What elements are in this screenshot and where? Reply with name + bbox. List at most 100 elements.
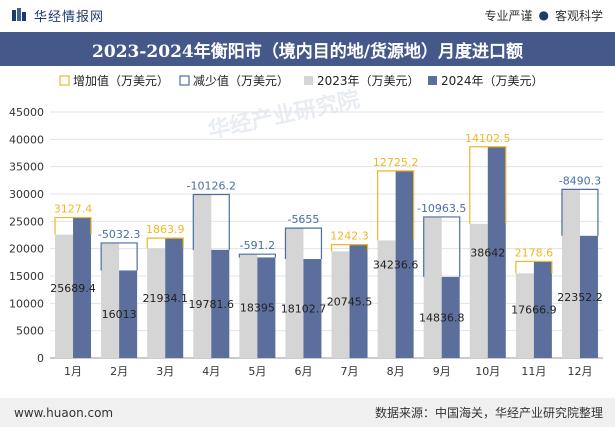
tag-professional: 专业严谨 [484, 8, 533, 23]
bar-2024 [257, 257, 276, 358]
x-tick-label: 10月 [475, 365, 500, 378]
value-label-2024: 20745.5 [327, 295, 373, 308]
footer-url[interactable]: www.huaon.com [14, 405, 114, 420]
header-tags: 专业严谨 ● 客观科学 [484, 7, 603, 24]
bar-2023 [55, 234, 74, 358]
bar-2023 [239, 254, 258, 358]
bar-2023 [377, 240, 396, 358]
increase-bracket [377, 170, 415, 241]
bar-2023 [515, 273, 534, 358]
change-value-label: -5655 [287, 213, 319, 226]
legend-label: 增加值（万美元） [73, 73, 169, 88]
bar-2023 [147, 248, 166, 358]
x-tick-label: 12月 [567, 365, 592, 378]
change-value-label: 14102.5 [465, 132, 511, 145]
decrease-bracket [100, 242, 138, 271]
x-tick-label: 8月 [387, 365, 405, 378]
bar-2023 [423, 216, 442, 358]
value-label-2024: 16013 [102, 308, 137, 321]
y-tick-label: 10000 [9, 297, 44, 310]
value-label-2024: 18102.7 [281, 303, 327, 316]
y-tick-label: 0 [37, 352, 44, 365]
decrease-bracket [238, 253, 276, 258]
decrease-bracket [284, 227, 323, 260]
legend-label: 2024年（万美元） [441, 74, 544, 88]
watermark-text: 华经产业研究院 [206, 86, 362, 143]
change-value-label: -591.2 [240, 239, 275, 252]
change-value-label: -10963.5 [417, 202, 466, 215]
x-tick-label: 1月 [64, 365, 82, 378]
y-tick-label: 15000 [9, 270, 44, 283]
bar-2024 [441, 276, 460, 358]
change-value-label: -10126.2 [187, 180, 236, 193]
x-tick-label: 7月 [341, 365, 359, 378]
chart-title-bar: 2023-2024年衡阳市（境内目的地/货源地）月度进口额 [0, 32, 615, 66]
legend-swatch [304, 76, 313, 85]
bar-2023 [561, 189, 580, 358]
change-value-label: 1242.3 [330, 230, 369, 243]
increase-bracket [515, 260, 553, 274]
value-label-2024: 18395 [240, 302, 275, 315]
x-tick-label: 11月 [521, 365, 546, 378]
y-tick-label: 20000 [9, 243, 44, 256]
bar-2024 [165, 238, 184, 358]
increase-bracket [54, 216, 92, 235]
bar-2024 [119, 270, 138, 358]
decrease-bracket [423, 216, 461, 277]
x-tick-label: 2月 [110, 365, 128, 378]
bar-2024 [303, 259, 322, 358]
bar-2023 [285, 228, 304, 358]
y-tick-label: 30000 [9, 188, 44, 201]
change-value-label: 2178.6 [515, 246, 554, 259]
bar-2024 [533, 261, 552, 358]
increase-bracket [146, 237, 184, 249]
increase-bracket [330, 243, 369, 252]
change-value-label: 1863.9 [146, 223, 185, 236]
data-source: 数据来源：中国海关，华经产业研究院整理 [374, 406, 603, 420]
tag-objective: 客观科学 [554, 8, 603, 23]
bar-2024 [487, 146, 506, 358]
value-label-2024: 34236.6 [373, 258, 419, 271]
value-label-2024: 19781.6 [189, 298, 235, 311]
bar-2023 [101, 242, 120, 358]
change-value-label: -5032.3 [98, 228, 140, 241]
y-tick-label: 45000 [9, 106, 44, 119]
value-label-2024: 25689.4 [50, 282, 96, 295]
change-value-label: -8490.3 [559, 174, 601, 187]
x-tick-label: 6月 [294, 365, 312, 378]
x-tick-label: 3月 [156, 365, 174, 378]
y-tick-label: 40000 [9, 133, 44, 146]
bar-2024 [73, 217, 92, 358]
legend-swatch [59, 75, 70, 86]
bar-2024 [579, 235, 598, 358]
bar-2024 [349, 244, 368, 358]
change-value-label: 3127.4 [54, 203, 93, 216]
increase-bracket [469, 146, 507, 224]
legend-label: 2023年（万美元） [317, 74, 420, 88]
decrease-bracket [561, 188, 599, 236]
bar-2023 [469, 223, 488, 358]
brand: 华经情报网 [12, 6, 104, 25]
chart-svg: 华经产业研究院 0 5000 10000 15000 20000 25000 30000 350… [9, 73, 603, 378]
value-label-2024: 38642 [470, 246, 505, 259]
y-tick-label: 25000 [9, 215, 44, 228]
chart-area: 华经产业研究院 0 5000 10000 15000 20000 25000 30000 350… [0, 68, 615, 398]
footer: www.huaon.com 数据来源：中国海关，华经产业研究院整理 [0, 398, 615, 427]
x-tick-label: 4月 [202, 365, 220, 378]
decrease-bracket [192, 193, 230, 250]
value-label-2024: 14836.8 [419, 311, 465, 324]
top-bar: 华经情报网 专业严谨 ● 客观科学 [0, 0, 615, 30]
legend-swatch [428, 76, 437, 85]
value-label-2024: 21934.1 [142, 292, 188, 305]
bar-2023 [331, 251, 350, 358]
bar-2023 [193, 194, 212, 358]
y-tick-label: 5000 [16, 325, 44, 338]
bar-2024 [395, 170, 414, 358]
x-tick-label: 9月 [433, 365, 451, 378]
legend-label: 减少值（万美元） [193, 73, 289, 88]
change-value-label: 12725.2 [373, 156, 419, 169]
value-label-2024: 17666.9 [511, 304, 557, 317]
legend-swatch [179, 75, 190, 86]
y-tick-label: 35000 [9, 161, 44, 174]
huajing-logo-icon [12, 8, 26, 21]
